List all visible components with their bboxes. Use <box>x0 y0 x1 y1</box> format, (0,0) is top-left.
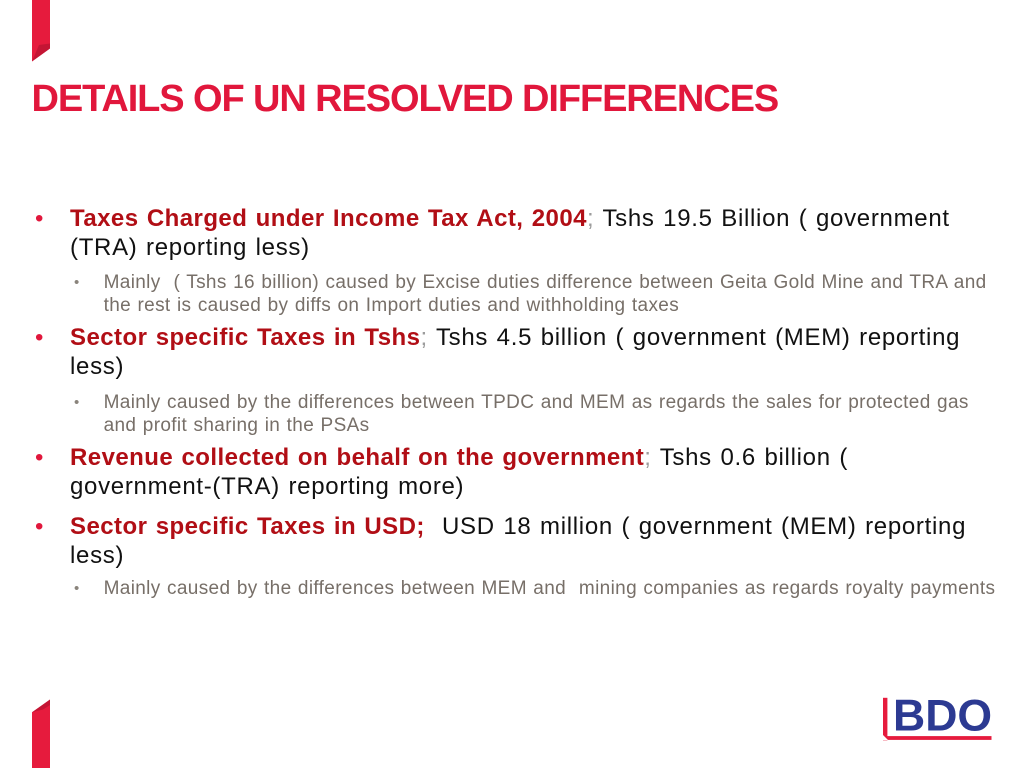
svg-text:BDO: BDO <box>893 691 992 740</box>
